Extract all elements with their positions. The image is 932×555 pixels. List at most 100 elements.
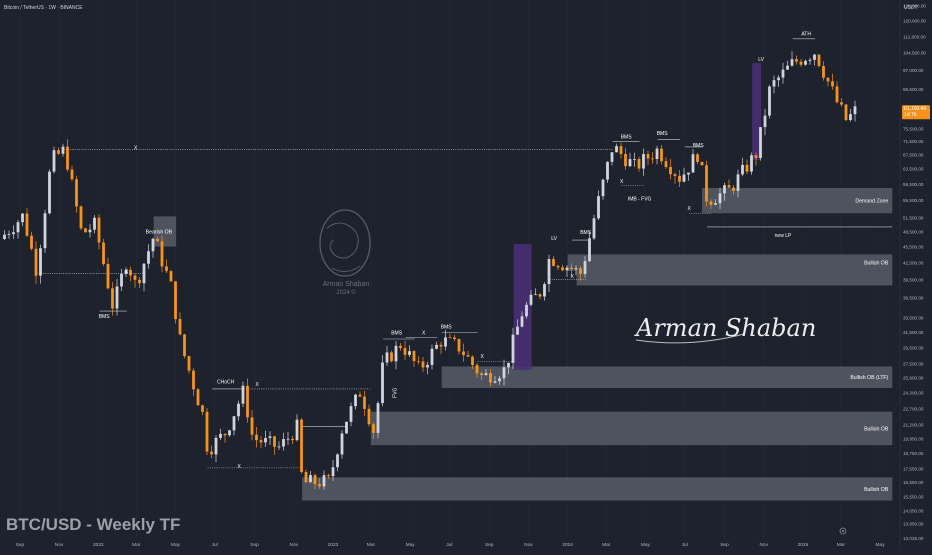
annotation-x-11: X <box>620 179 624 185</box>
candle-body <box>682 174 686 182</box>
chart-settings-icon[interactable] <box>839 527 847 535</box>
zone-bullish-ob-ltf <box>441 366 893 388</box>
candle-body <box>129 269 132 276</box>
price-tick-4: 97,000.00 <box>903 68 924 73</box>
candle-body <box>817 54 821 67</box>
candle-body <box>358 394 362 397</box>
candle-body <box>295 419 299 441</box>
zone-bullish-ob-low <box>302 477 893 501</box>
candle-body <box>700 161 704 166</box>
candle-body <box>610 152 614 162</box>
candle-body <box>66 146 69 170</box>
candle-body <box>16 222 20 233</box>
candle-body <box>255 434 258 441</box>
zone-label-bearish-ob: Bearish OB <box>146 229 173 235</box>
candle-body <box>493 381 497 383</box>
annotation-new-lp-16: new LP <box>775 233 792 239</box>
candle-body <box>7 234 11 235</box>
zone-label-bullish-ob-low: Bullish OB <box>864 487 889 493</box>
candle-body <box>655 148 659 160</box>
annotations-layer: BMS CHoCH BMS X BMS FVG X LV BMS X BMS X IMB - FVG BM… <box>99 32 812 470</box>
candle-body <box>111 288 114 309</box>
price-axis-labels: 128,000.00 120,000.00 112,000.00 104,500.00… <box>903 3 926 540</box>
candle-body <box>822 66 825 78</box>
zone-bullish-ob-lower <box>576 270 893 286</box>
candle-body <box>516 326 519 335</box>
candle-body <box>601 179 605 197</box>
price-tick-3: 104,500.00 <box>903 51 926 56</box>
price-tick-5: 89,500.00 <box>903 87 924 92</box>
brain-logo: Arman Shaban 2024 © <box>319 209 371 296</box>
annotation-x-19: X <box>125 269 129 275</box>
candle-body <box>151 238 155 252</box>
price-tick-29: 17,550.00 <box>903 466 924 471</box>
candle-body <box>633 159 636 160</box>
time-tick-21: Mar <box>837 542 846 548</box>
candle-body <box>133 275 137 280</box>
candle-body <box>309 475 312 483</box>
candle-body <box>718 193 722 204</box>
candle-body <box>826 77 830 82</box>
candle-body <box>529 294 533 305</box>
annotation-x-20: X <box>237 464 241 470</box>
price-tick-1: 120,000.00 <box>903 18 926 23</box>
candle-body <box>178 319 182 335</box>
candle-body <box>597 196 600 219</box>
time-tick-16: May <box>641 542 651 548</box>
time-tick-12: Sep <box>485 542 494 548</box>
candle-body <box>345 421 348 434</box>
candle-body <box>741 164 744 175</box>
price-tick-16: 42,500.00 <box>903 260 924 265</box>
candle-body <box>399 345 402 349</box>
candle-body <box>160 241 164 267</box>
candle-body <box>538 294 542 297</box>
candle-body <box>34 248 38 276</box>
candle-body <box>849 114 852 121</box>
candle-body <box>48 171 51 214</box>
zone-bullish-ob <box>567 254 893 271</box>
candle-body <box>637 159 641 169</box>
chart-settings-icon-dot[interactable] <box>842 530 844 532</box>
candle-body <box>183 334 186 357</box>
candle-body <box>70 169 74 180</box>
candle-body <box>367 408 371 425</box>
time-axis-labels: Sep Nov 2022 Mar May Jul Sep Nov 2023 Mar May Jul Se… <box>16 542 886 548</box>
candle-body <box>241 385 245 404</box>
candle-body <box>736 174 740 191</box>
time-tick-17: Jul <box>682 542 688 548</box>
candle-body <box>439 344 443 347</box>
signature-watermark: Arman Shaban <box>634 314 816 342</box>
price-tick-9: 67,500.00 <box>903 153 924 158</box>
candle-body <box>12 232 15 235</box>
candle-body <box>192 370 195 390</box>
candle-body <box>282 439 285 447</box>
candle-body <box>705 165 708 202</box>
candle-body <box>291 438 294 441</box>
candle-body <box>624 154 627 167</box>
zone-bearish-ob <box>153 216 177 247</box>
candle-body <box>421 361 425 368</box>
time-tick-6: Sep <box>250 542 259 548</box>
time-tick-4: May <box>171 542 181 548</box>
candle-body <box>61 146 65 154</box>
candle-body <box>124 269 128 275</box>
candle-body <box>264 437 267 443</box>
price-tick-25: 22,700.00 <box>903 406 924 411</box>
candle-body <box>768 86 771 116</box>
candle-body <box>336 454 339 468</box>
candle-body <box>804 60 807 65</box>
candle-body <box>363 396 366 409</box>
candle-body <box>565 267 569 271</box>
chart-settings-icon-ring[interactable] <box>839 527 847 535</box>
price-tick-8: 71,500.00 <box>903 139 924 144</box>
candle-body <box>570 267 573 270</box>
candle-body <box>21 213 24 223</box>
annotation-fvg-5: FVG <box>393 387 399 397</box>
time-tick-14: 2024 <box>562 542 573 548</box>
candle-body <box>691 154 695 173</box>
candle-body <box>313 475 317 485</box>
candle-body <box>300 419 303 473</box>
time-tick-20: 2025 <box>798 542 809 548</box>
